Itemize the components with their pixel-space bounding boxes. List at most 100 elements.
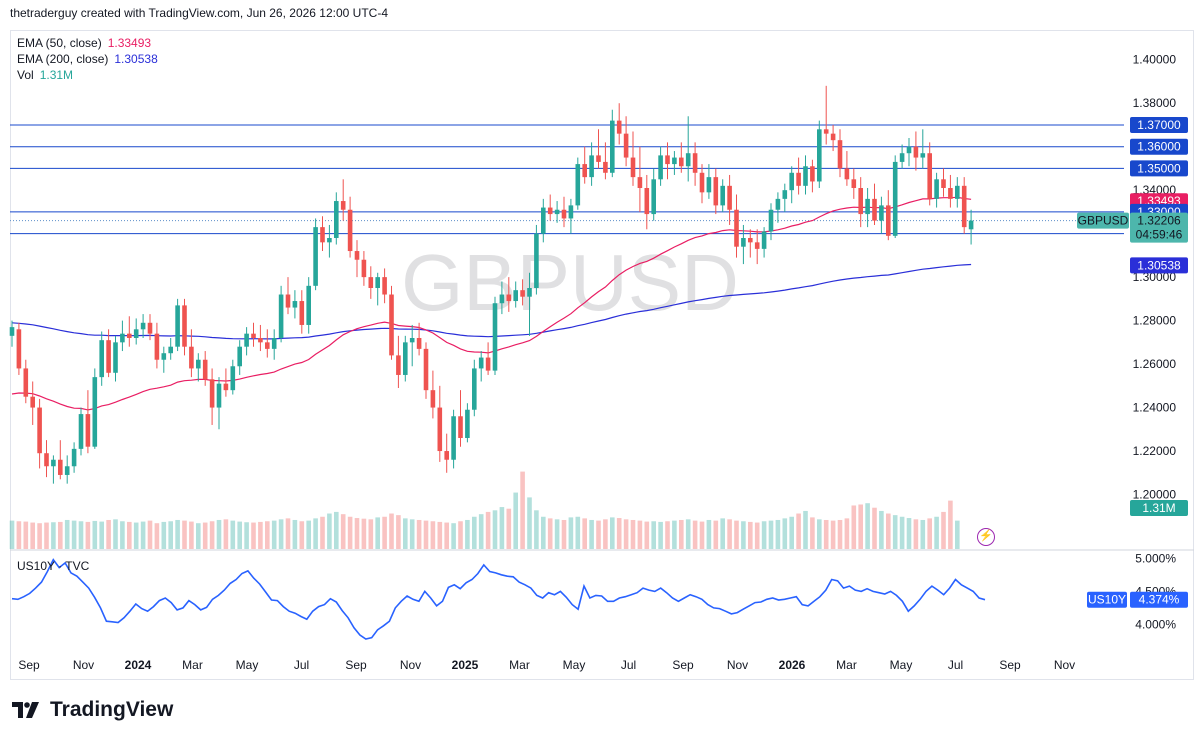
- candle: [23, 359, 29, 404]
- ema50-value: 1.33493: [107, 36, 152, 50]
- candle: [403, 335, 408, 382]
- candle: [789, 166, 794, 204]
- candle: [223, 368, 229, 397]
- x-tick-label: Nov: [73, 658, 94, 672]
- candle: [133, 318, 139, 345]
- volume-bar: [354, 518, 360, 549]
- candle: [741, 224, 746, 265]
- volume-bar: [761, 521, 767, 549]
- volume-bar: [886, 513, 891, 549]
- candle: [278, 285, 284, 343]
- candle: [955, 177, 960, 208]
- candle-body: [796, 172, 801, 186]
- candle: [299, 290, 305, 334]
- y-tick-label: 1.30000: [1133, 270, 1177, 284]
- candle-body: [644, 188, 650, 215]
- candle-body: [327, 238, 332, 243]
- candle-body: [202, 359, 208, 380]
- candle-body: [16, 329, 22, 369]
- volume-bar: [465, 519, 470, 549]
- volume-bar: [485, 511, 491, 549]
- candle-body: [37, 407, 42, 454]
- candle: [810, 159, 815, 193]
- candle: [513, 281, 518, 308]
- candle-body: [368, 277, 374, 288]
- candle: [9, 320, 15, 347]
- volume-bar: [327, 513, 332, 549]
- x-tick-label: May: [236, 658, 259, 672]
- candle: [699, 164, 705, 204]
- volume-bar: [209, 521, 215, 549]
- candle-body: [403, 342, 408, 375]
- x-tick-label: Mar: [509, 658, 530, 672]
- candle-body: [837, 140, 843, 169]
- candle: [375, 272, 380, 306]
- candle-body: [906, 146, 912, 154]
- volume-bar: [547, 518, 553, 549]
- candle-body: [30, 396, 35, 408]
- candle: [886, 190, 891, 241]
- us10y-line: [11, 558, 986, 640]
- candle-body: [375, 277, 380, 288]
- x-tick-label: Sep: [999, 658, 1021, 672]
- horizontal-levels: [10, 124, 1124, 235]
- volume-bar: [78, 521, 84, 549]
- volume-bar: [527, 497, 532, 549]
- volume-bar: [382, 516, 387, 549]
- candle-body: [782, 190, 788, 199]
- candle-body: [734, 209, 739, 247]
- candle: [416, 322, 422, 356]
- volume-bar: [478, 514, 484, 549]
- price-label-bg: [1130, 257, 1188, 274]
- candle: [830, 124, 836, 152]
- candles: [9, 85, 974, 484]
- volume-bar: [637, 520, 643, 549]
- candle: [140, 314, 146, 338]
- volume-bar: [630, 519, 636, 549]
- volume-bar: [754, 522, 760, 549]
- volume-bar: [506, 508, 512, 549]
- candle-body: [444, 451, 449, 460]
- candle-body: [71, 448, 77, 467]
- candle: [520, 279, 525, 306]
- candle: [106, 329, 111, 378]
- candle: [734, 194, 739, 258]
- candle-body: [541, 207, 546, 234]
- candle: [258, 324, 263, 352]
- volume-bar: [741, 521, 746, 549]
- candle: [547, 194, 553, 221]
- candle-body: [133, 329, 139, 338]
- volume-bar: [823, 519, 829, 549]
- candle: [692, 142, 698, 186]
- volume-bar: [810, 517, 815, 549]
- candle-body: [478, 357, 484, 369]
- candle-body: [961, 185, 967, 228]
- candle: [147, 314, 153, 341]
- candle-body: [817, 129, 822, 182]
- lightning-icon[interactable]: ⚡: [977, 528, 995, 546]
- candle-body: [899, 153, 905, 162]
- candle-body: [396, 355, 401, 375]
- volume-bar: [817, 519, 822, 549]
- volume-bar: [9, 520, 15, 549]
- candle: [340, 179, 346, 221]
- y-tick-label: 1.24000: [1133, 401, 1177, 415]
- candle: [465, 403, 470, 443]
- candle: [458, 390, 463, 447]
- candle-body: [44, 453, 49, 467]
- candle: [803, 155, 808, 195]
- candle-body: [409, 338, 415, 343]
- volume-bar: [368, 519, 374, 549]
- candle: [706, 164, 712, 199]
- candle: [879, 196, 884, 234]
- candle-body: [955, 185, 960, 199]
- volume-bar: [851, 505, 857, 549]
- volume-bar: [596, 520, 601, 549]
- candle-body: [810, 166, 815, 182]
- volume-bar: [892, 515, 898, 549]
- candle: [727, 174, 732, 225]
- us10y-tag-bg: [1087, 591, 1127, 608]
- volume-bar: [30, 522, 35, 549]
- volume-bar: [168, 521, 173, 549]
